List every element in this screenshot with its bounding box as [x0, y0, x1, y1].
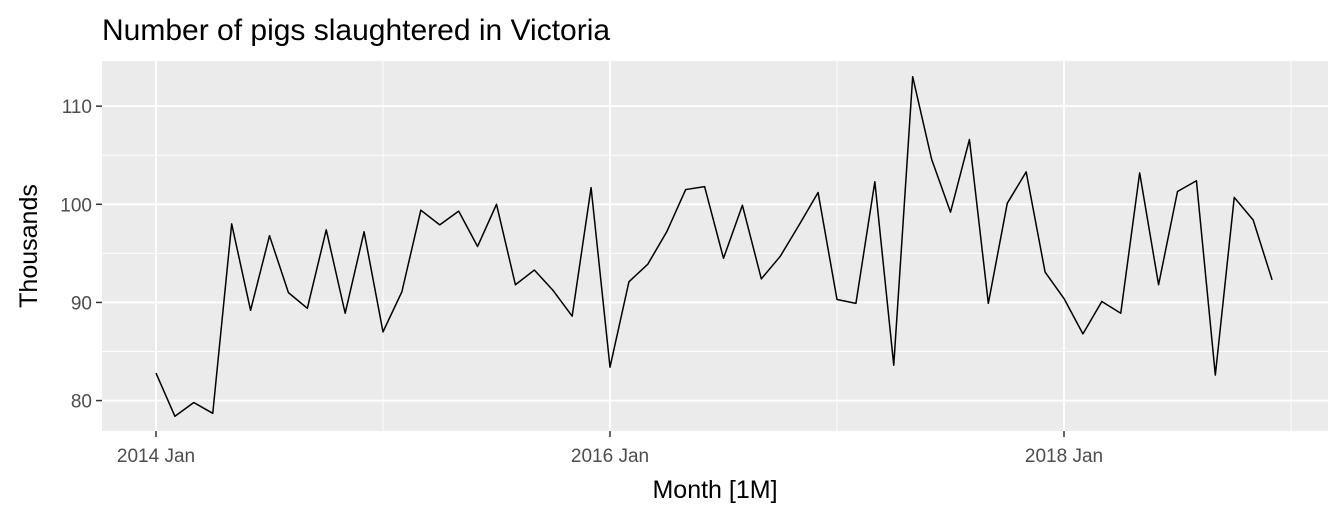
y-tick-label: 90 [71, 293, 92, 314]
y-tick-label: 100 [60, 195, 92, 216]
y-tick-label: 80 [71, 392, 92, 413]
y-axis-title: Thousands [15, 184, 43, 308]
major-gridlines [102, 61, 1328, 431]
x-axis-title: Month [1M] [652, 476, 777, 504]
series-line [155, 75, 1273, 418]
minor-gridlines [102, 61, 1328, 431]
x-tick-label: 2018 Jan [1025, 446, 1103, 467]
x-axis: 2014 Jan 2016 Jan 2018 Jan [117, 431, 1103, 467]
y-axis: 80 90 100 110 [60, 97, 102, 413]
plot-panel [102, 61, 1328, 431]
y-tick-label: 110 [62, 97, 92, 118]
chart-title: Number of pigs slaughtered in Victoria [102, 14, 610, 47]
x-tick-label: 2014 Jan [117, 446, 195, 467]
x-tick-label: 2016 Jan [571, 446, 649, 467]
